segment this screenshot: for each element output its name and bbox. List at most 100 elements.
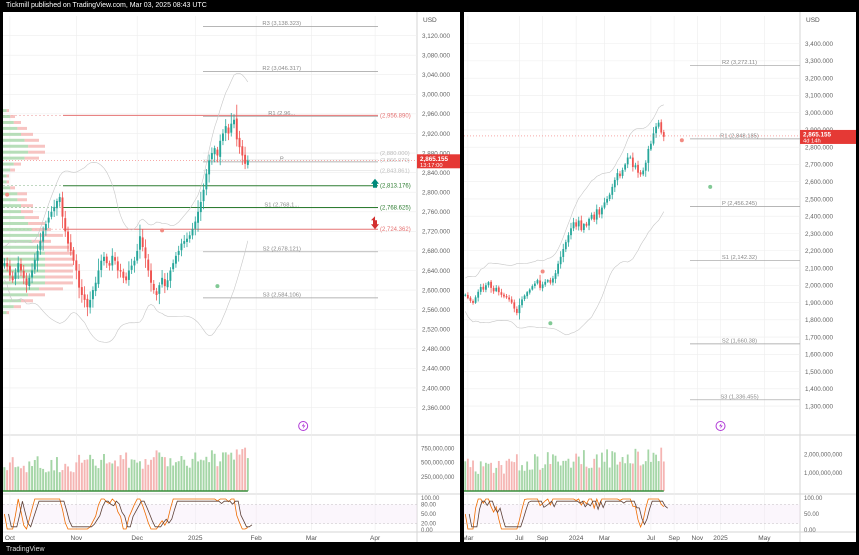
price-tick-label: 2,300.000 xyxy=(805,231,834,238)
tradingview-logo-text: TradingView xyxy=(6,546,45,553)
candle-up xyxy=(55,200,58,209)
volume-profile-bar-sell xyxy=(31,227,51,231)
volume-profile-bar-sell xyxy=(31,239,51,243)
volume-bar xyxy=(637,451,639,491)
faint-level-label: (2,866.070) xyxy=(380,158,410,164)
volume-tick-label: 2,000,000,000 xyxy=(804,453,843,459)
volume-bar xyxy=(510,461,513,491)
volume-profile-bar-buy xyxy=(3,305,14,309)
volume-bar xyxy=(644,461,647,491)
volume-bar xyxy=(180,456,183,491)
volume-profile-bar-sell xyxy=(28,293,45,297)
volume-profile-bar-buy xyxy=(3,210,21,214)
volume-profile-bar-sell xyxy=(17,192,27,196)
volume-bar xyxy=(144,459,147,491)
volume-profile-bar-sell xyxy=(21,299,33,303)
pivot-level-label: R2 (3,046.317) xyxy=(262,66,301,72)
candle-up xyxy=(230,123,233,133)
volume-bar xyxy=(210,450,213,491)
volume-bar xyxy=(479,461,482,491)
volume-bar xyxy=(464,461,467,491)
stoch-band xyxy=(464,504,800,524)
candle-up xyxy=(544,281,547,285)
volume-profile-bar-buy xyxy=(3,109,7,113)
volume-bar xyxy=(97,468,100,491)
candle-down xyxy=(660,122,663,133)
candle-up xyxy=(97,270,100,285)
candle-down xyxy=(11,276,14,281)
volume-profile-bar-sell xyxy=(17,126,27,130)
volume-bar xyxy=(469,467,472,491)
volume-bar xyxy=(500,465,503,491)
volume-profile-bar-sell xyxy=(24,216,39,220)
volume-bar xyxy=(50,459,53,491)
signal-dot xyxy=(5,192,10,197)
lightning-icon xyxy=(301,423,306,429)
volume-bar xyxy=(108,462,111,491)
price-tick-label: 2,200.000 xyxy=(805,248,834,255)
pivot-level-label: P xyxy=(280,156,284,162)
volume-bar xyxy=(8,462,11,491)
candle-up xyxy=(39,241,42,250)
volume-bar xyxy=(235,449,238,491)
stoch-tick-label: 0.00 xyxy=(421,528,433,534)
time-tick-label: Sep xyxy=(537,535,549,542)
envelope-upper xyxy=(4,72,249,247)
price-axis-currency: USD xyxy=(423,17,437,24)
volume-profile-bar-buy xyxy=(3,120,14,124)
volume-bar xyxy=(3,467,6,491)
volume-bar xyxy=(539,469,541,491)
candle-down xyxy=(119,270,122,272)
pivot-level-label: R3 (3,138.323) xyxy=(262,21,301,27)
candle-up xyxy=(621,169,624,176)
publisher-text: Tickmill published on TradingView.com, M… xyxy=(6,2,207,9)
volume-profile-bar-buy xyxy=(3,138,25,142)
price-tick-label: 2,720.000 xyxy=(422,229,451,236)
price-tick-label: 3,000.000 xyxy=(422,92,451,99)
volume-profile-bar-sell xyxy=(13,305,21,309)
volume-bar xyxy=(122,459,125,491)
candle-up xyxy=(533,283,536,287)
volume-bar xyxy=(482,466,485,491)
candle-down xyxy=(105,256,108,264)
candle-up xyxy=(523,295,526,300)
price-tick-label: 2,640.000 xyxy=(422,268,451,275)
candle-up xyxy=(191,228,194,236)
candle-up xyxy=(127,270,130,280)
candle-up xyxy=(629,157,632,159)
volume-profile-bar-sell xyxy=(21,132,33,136)
pivot-level-label: R2 (3,272.11) xyxy=(722,60,757,66)
price-tick-label: 1,700.000 xyxy=(805,334,834,341)
pivot-level-label: P (2,456.245) xyxy=(722,201,757,207)
stoch-tick-label: 80.00 xyxy=(421,502,437,508)
candle-down xyxy=(114,257,117,261)
weekly-chart-svg[interactable]: USD 1,300.000 1,400.000 1,500.000 1,600.000 1… xyxy=(464,12,856,542)
candle-down xyxy=(549,279,552,283)
lightning-icon xyxy=(719,423,723,429)
weekly-chart-panel[interactable]: USD 1,300.000 1,400.000 1,500.000 1,600.000 1… xyxy=(464,12,856,542)
candle-up xyxy=(199,201,202,213)
daily-chart-panel[interactable]: USD 2,360.000 2,400.000 2,440.000 2,480.000 2… xyxy=(3,12,460,542)
volume-bar xyxy=(91,459,94,491)
volume-profile-bar-buy xyxy=(3,245,43,249)
candle-down xyxy=(61,197,64,217)
volume-bar xyxy=(89,454,92,491)
candle-up xyxy=(477,291,480,298)
volume-bar xyxy=(595,454,598,491)
daily-chart-svg[interactable]: USD 2,360.000 2,400.000 2,440.000 2,480.000 2… xyxy=(3,12,460,542)
candle-down xyxy=(513,302,516,309)
volume-profile-bar-sell xyxy=(39,233,63,237)
volume-profile-bar-sell xyxy=(28,144,45,148)
price-tick-label: 2,400.000 xyxy=(422,385,451,392)
candle-down xyxy=(466,294,469,299)
price-tick-label: 3,040.000 xyxy=(422,72,451,79)
candle-up xyxy=(42,231,45,242)
candle-up xyxy=(133,260,136,266)
candle-down xyxy=(69,242,72,251)
candle-down xyxy=(67,231,69,244)
volume-bar xyxy=(660,447,663,491)
candle-up xyxy=(601,207,603,215)
price-tick-label: 2,920.000 xyxy=(422,131,451,138)
volume-bar xyxy=(593,458,596,491)
candle-up xyxy=(603,202,606,208)
